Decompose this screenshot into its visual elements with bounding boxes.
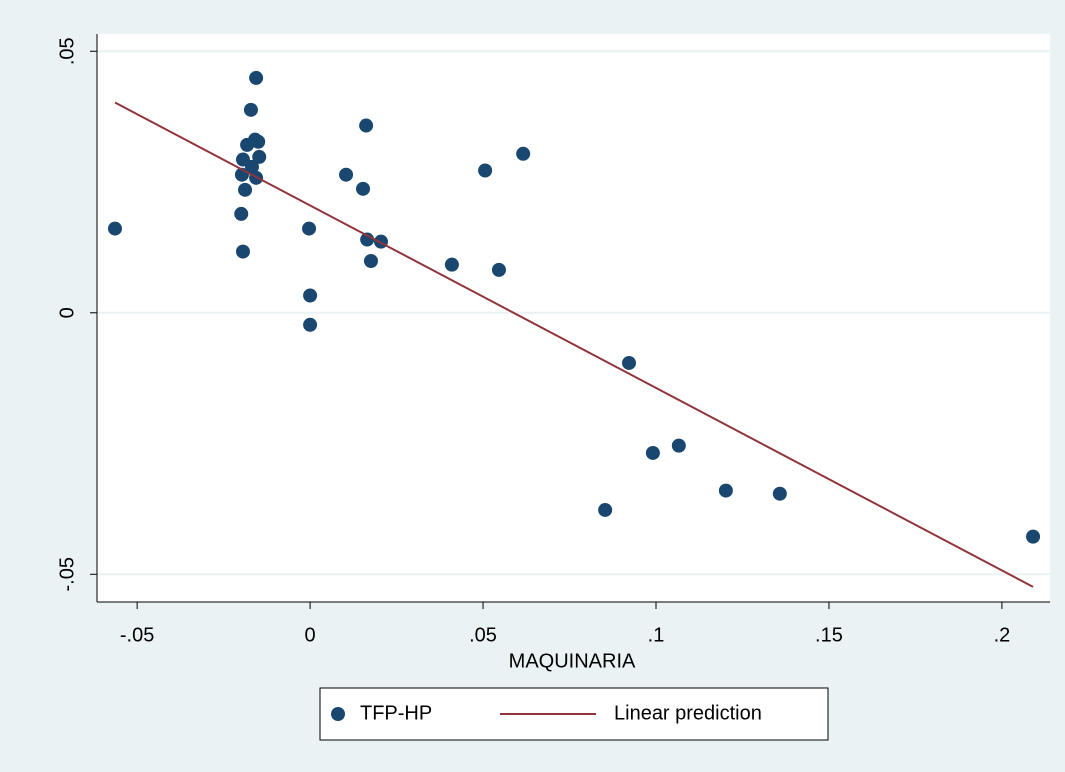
point	[645, 445, 660, 460]
point	[234, 206, 249, 221]
point	[238, 182, 253, 197]
point	[251, 134, 266, 149]
plot-area	[97, 34, 1050, 602]
y-tick-label: -.05	[56, 557, 78, 591]
point	[356, 181, 371, 196]
point	[302, 221, 317, 236]
legend-label: TFP-HP	[360, 702, 432, 724]
x-tick-label: -.05	[120, 624, 154, 646]
legend-label: Linear prediction	[614, 702, 762, 724]
point	[252, 149, 267, 164]
point	[339, 167, 354, 182]
point	[359, 118, 374, 133]
point	[671, 438, 686, 453]
point	[235, 244, 250, 259]
point	[598, 502, 613, 517]
point	[516, 146, 531, 161]
point	[244, 159, 259, 174]
point	[303, 317, 318, 332]
point	[772, 486, 787, 501]
point	[249, 70, 264, 85]
point	[718, 483, 733, 498]
point	[107, 221, 122, 236]
x-axis-label: MAQUINARIA	[509, 650, 636, 672]
point	[243, 102, 258, 117]
x-tick-label: .1	[648, 624, 665, 646]
y-tick-label: 0	[56, 307, 78, 318]
point	[360, 232, 375, 247]
x-tick-label: 0	[305, 624, 316, 646]
x-tick-label: .05	[469, 624, 497, 646]
point	[478, 163, 493, 178]
x-tick-label: .15	[815, 624, 843, 646]
point	[491, 262, 506, 277]
legend-marker	[331, 707, 345, 721]
fit-line	[114, 101, 1034, 588]
x-tick-label: .2	[994, 624, 1011, 646]
point	[363, 253, 378, 268]
point	[444, 257, 459, 272]
point	[303, 288, 318, 303]
point	[1026, 529, 1041, 544]
y-tick-label: .05	[56, 37, 78, 65]
point	[240, 137, 255, 152]
point	[622, 355, 637, 370]
